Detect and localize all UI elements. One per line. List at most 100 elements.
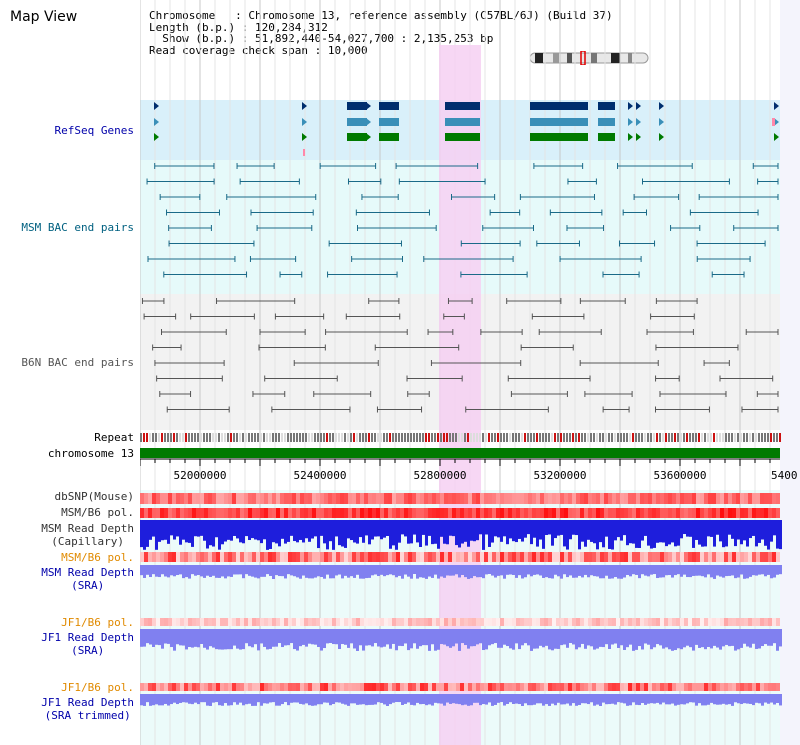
msm-sra-depth-bar [467, 565, 470, 579]
refseq-genes-label: RefSeq Genes [54, 124, 134, 137]
repeat-element [299, 433, 301, 442]
msm-pol-cell [412, 508, 416, 518]
jf1-pol-cell [308, 618, 312, 626]
msm-capillary-depth-bar [167, 520, 170, 544]
gene-strand-arrow [774, 133, 779, 141]
msm-pol-cell [576, 552, 580, 562]
jf1-pol-cell [644, 618, 648, 626]
jf1-pol-cell [144, 683, 148, 691]
msm-pol-cell [772, 552, 776, 562]
msm-pol-cell [152, 552, 156, 562]
msm-capillary-depth-bar [458, 520, 461, 548]
jf1-sra-depth-bar [242, 629, 245, 650]
jf1-pol-cell [140, 683, 144, 691]
msm-pol-cell [484, 552, 488, 562]
msm-capillary-depth-bar [629, 520, 632, 544]
jf1-sra-depth-bar [404, 629, 407, 644]
jf1-pol-cell [616, 618, 620, 626]
msm-pol-cell [224, 552, 228, 562]
msm-capillary-depth-bar [593, 520, 596, 544]
msm-sra-depth-bar [560, 565, 563, 579]
msm-sra-depth-bar [683, 565, 686, 575]
msm-pol-cell [748, 508, 752, 518]
gene-marker [772, 118, 775, 126]
msm-sra-depth-bar [647, 565, 650, 577]
repeat-element [557, 433, 559, 442]
msm-sra-depth-bar [656, 565, 659, 579]
selected-region-highlight[interactable] [439, 45, 481, 745]
jf1-pol-cell [396, 683, 400, 691]
jf1-pol-cell [748, 683, 752, 691]
repeat-element [209, 433, 211, 442]
gene-strand-arrow [302, 118, 307, 126]
repeat-element [317, 433, 319, 442]
msm-pol-cell [296, 552, 300, 562]
msm-sra-depth-bar [170, 565, 173, 576]
msm-pol-cell [364, 508, 368, 518]
msm-capillary-depth-bar [743, 520, 746, 541]
jf1-trimmed-depth-bar [182, 694, 185, 703]
jf1-pol-cell [652, 618, 656, 626]
jf1-sra-depth-bar [428, 629, 431, 651]
msm-bac-track[interactable] [146, 163, 779, 278]
refseq-genes-track[interactable] [154, 102, 779, 156]
jf1-pol-cell [556, 618, 560, 626]
msm-capillary-depth-bar [218, 520, 221, 550]
msm-pol-cell [700, 508, 704, 518]
msm-sra-depth-bar [209, 565, 212, 577]
jf1-pol-cell [340, 683, 344, 691]
jf1-sra-depth-bar [401, 629, 404, 647]
dbsnp-cell [676, 493, 680, 504]
msm-capillary-depth-bar [578, 520, 581, 550]
jf1-pol-cell [248, 618, 252, 626]
msm-sra-depth-bar [479, 565, 482, 578]
b6n-bac-track[interactable] [141, 298, 779, 413]
jf1-sra-depth-bar [407, 629, 410, 651]
msm-capillary-depth-bar [332, 520, 335, 550]
jf1-pol-cell [736, 618, 740, 626]
msm-sra-depth-bar [584, 565, 587, 575]
msm-pol-cell [652, 552, 656, 562]
dbsnp-cell [508, 493, 512, 504]
msm-sra-depth-bar [743, 565, 746, 579]
dbsnp-cell [756, 493, 760, 504]
jf1-sra-depth-bar [749, 629, 752, 648]
msm-sra-depth-bar [215, 565, 218, 578]
repeat-element [602, 433, 604, 442]
msm-capillary-depth-bar [437, 520, 440, 549]
jf1-trimmed-depth-bar [692, 694, 695, 703]
genome-track-panel[interactable]: 52000000 52400000 52800000 53200000 5360… [140, 0, 800, 745]
jf1-sra-depth-bar [179, 629, 182, 646]
msm-pol-cell [724, 552, 728, 562]
jf1-trimmed-depth-bar [446, 694, 449, 703]
msm-capillary-depth-bar [320, 520, 323, 536]
repeat-element [764, 433, 766, 442]
msm-pol-cell [660, 508, 664, 518]
jf1-sra-depth-bar [446, 629, 449, 647]
jf1-pol-cell [232, 618, 236, 626]
jf1-trimmed-depth-bar [470, 694, 473, 706]
msm-sra-depth-bar [482, 565, 485, 579]
jf1-sra-depth-bar [524, 629, 527, 644]
jf1-sra-depth-bar [518, 629, 521, 650]
jf1-pol-cell [472, 683, 476, 691]
jf1-trimmed-depth-bar [290, 694, 293, 703]
dbsnp-cell [228, 493, 232, 504]
msm-capillary-depth-bar [314, 520, 317, 537]
dbsnp-cell [748, 493, 752, 504]
msm-sra-depth-bar [185, 565, 188, 578]
jf1-pol-cell [396, 618, 400, 626]
msm-capillary-depth-bar [389, 520, 392, 549]
jf1-trimmed-depth-bar [341, 694, 344, 704]
msm-pol-cell [372, 508, 376, 518]
msm-sra-depth-bar [728, 565, 731, 576]
jf1-pol-cell [568, 683, 572, 691]
msm-pol-cell [544, 508, 548, 518]
msm-pol-cell [188, 552, 192, 562]
msm-pol-cell [216, 508, 220, 518]
repeat-element [341, 433, 343, 442]
msm-pol-cell [196, 552, 200, 562]
msm-capillary-depth-bar [299, 520, 302, 540]
jf1-pol-cell [604, 618, 608, 626]
jf1-pol-cell [604, 683, 608, 691]
